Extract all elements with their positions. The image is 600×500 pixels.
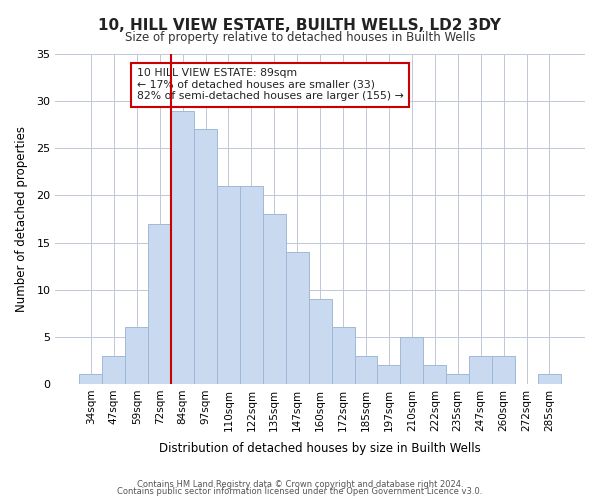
Bar — [148, 224, 171, 384]
Bar — [355, 356, 377, 384]
Bar — [424, 365, 446, 384]
Text: 10 HILL VIEW ESTATE: 89sqm
← 17% of detached houses are smaller (33)
82% of semi: 10 HILL VIEW ESTATE: 89sqm ← 17% of deta… — [137, 68, 403, 102]
Bar — [469, 356, 492, 384]
Bar — [194, 130, 217, 384]
Bar — [400, 337, 424, 384]
Text: Size of property relative to detached houses in Builth Wells: Size of property relative to detached ho… — [125, 31, 475, 44]
Bar — [171, 110, 194, 384]
X-axis label: Distribution of detached houses by size in Builth Wells: Distribution of detached houses by size … — [159, 442, 481, 455]
Text: Contains HM Land Registry data © Crown copyright and database right 2024.: Contains HM Land Registry data © Crown c… — [137, 480, 463, 489]
Bar — [332, 328, 355, 384]
Bar — [377, 365, 400, 384]
Bar — [308, 299, 332, 384]
Bar — [240, 186, 263, 384]
Bar — [446, 374, 469, 384]
Bar — [492, 356, 515, 384]
Bar — [79, 374, 103, 384]
Bar — [538, 374, 561, 384]
Y-axis label: Number of detached properties: Number of detached properties — [15, 126, 28, 312]
Bar — [125, 328, 148, 384]
Bar — [103, 356, 125, 384]
Text: Contains public sector information licensed under the Open Government Licence v3: Contains public sector information licen… — [118, 487, 482, 496]
Bar — [217, 186, 240, 384]
Bar — [263, 214, 286, 384]
Bar — [286, 252, 308, 384]
Text: 10, HILL VIEW ESTATE, BUILTH WELLS, LD2 3DY: 10, HILL VIEW ESTATE, BUILTH WELLS, LD2 … — [98, 18, 502, 32]
